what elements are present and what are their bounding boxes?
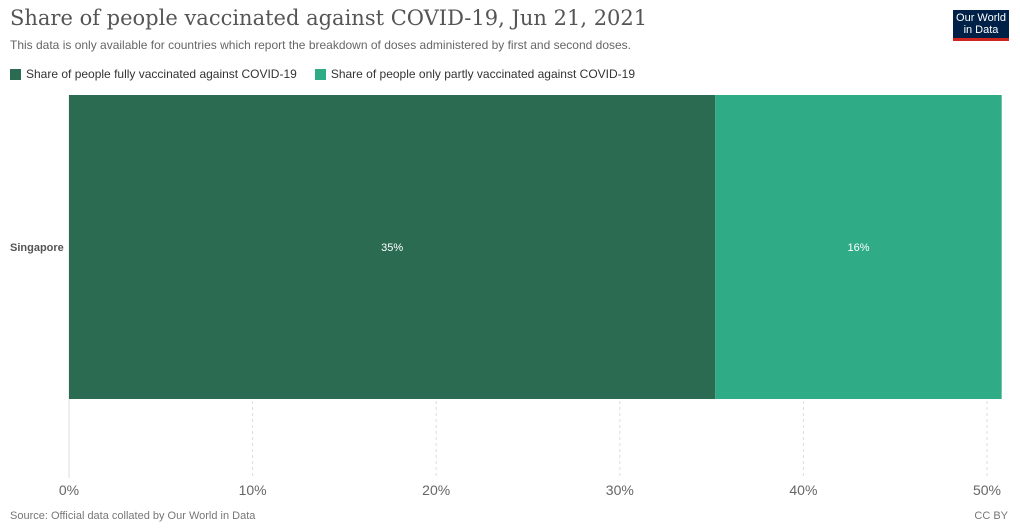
category-label-singapore: Singapore bbox=[10, 242, 64, 254]
data-label-series-0: 35% bbox=[381, 242, 403, 254]
data-label-series-1: 16% bbox=[847, 242, 869, 254]
x-tick-label-50: 50% bbox=[973, 482, 1001, 498]
legend-item-partly[interactable]: Share of people only partly vaccinated a… bbox=[314, 67, 635, 81]
x-tick-label-0: 0% bbox=[59, 482, 79, 498]
x-tick-label-40: 40% bbox=[789, 482, 817, 498]
owid-logo[interactable]: Our World in Data bbox=[953, 10, 1009, 41]
bar-singapore-series-1 bbox=[715, 95, 1002, 399]
logo-line-1: Our World bbox=[956, 12, 1006, 24]
bar-singapore-series-0 bbox=[69, 95, 716, 399]
legend-swatch-fully bbox=[10, 68, 21, 80]
legend-label-fully: Share of people fully vaccinated against… bbox=[26, 67, 297, 81]
x-tick-label-30: 30% bbox=[606, 482, 634, 498]
x-tick-label-20: 20% bbox=[422, 482, 450, 498]
legend-item-fully[interactable]: Share of people fully vaccinated against… bbox=[10, 67, 297, 81]
x-tick-label-10: 10% bbox=[239, 482, 267, 498]
legend-label-partly: Share of people only partly vaccinated a… bbox=[330, 67, 635, 81]
license-link[interactable]: CC BY bbox=[974, 510, 1008, 522]
chart-legend: Share of people fully vaccinated against… bbox=[10, 66, 653, 82]
logo-line-2: in Data bbox=[963, 24, 999, 36]
chart-subtitle: This data is only available for countrie… bbox=[10, 38, 631, 52]
chart-title: Share of people vaccinated against COVID… bbox=[10, 6, 648, 30]
legend-swatch-partly bbox=[314, 68, 326, 80]
source-note[interactable]: Source: Official data collated by Our Wo… bbox=[10, 510, 256, 522]
